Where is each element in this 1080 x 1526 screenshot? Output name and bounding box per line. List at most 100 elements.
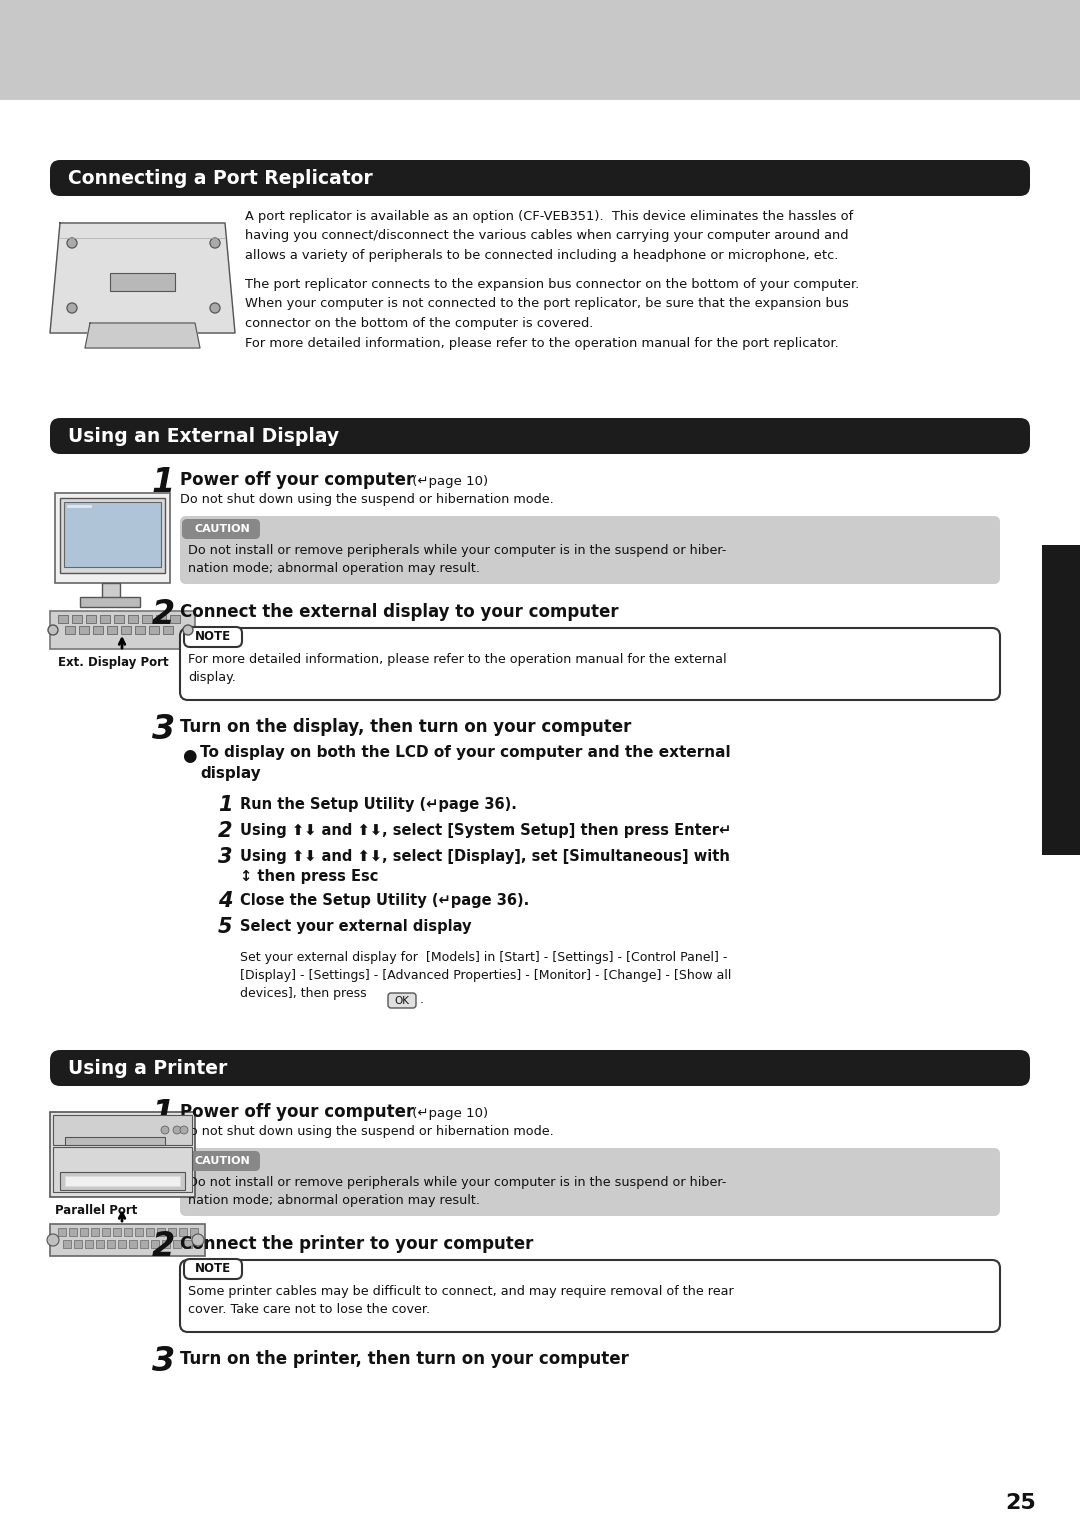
Text: Do not install or remove peripherals while your computer is in the suspend or hi: Do not install or remove peripherals whi…: [188, 543, 727, 575]
Bar: [55, 493, 170, 583]
FancyBboxPatch shape: [50, 1050, 1030, 1087]
Text: OK: OK: [394, 995, 409, 1006]
Text: CAUTION: CAUTION: [194, 523, 249, 534]
Bar: [50, 610, 195, 649]
Bar: [100, 615, 110, 623]
Text: CAUTION: CAUTION: [194, 1157, 249, 1166]
Bar: [184, 1241, 192, 1248]
Text: Set your external display for  [Models] in [Start] - [Settings] - [Control Panel: Set your external display for [Models] i…: [240, 951, 731, 1000]
Bar: [64, 502, 161, 568]
Text: ●: ●: [183, 748, 197, 765]
Circle shape: [48, 626, 58, 635]
Bar: [102, 1228, 110, 1236]
Text: (↵page 10): (↵page 10): [408, 475, 488, 488]
Text: .: .: [420, 993, 424, 1006]
Text: Select your external display: Select your external display: [240, 919, 472, 934]
Bar: [124, 1228, 132, 1236]
Bar: [53, 1116, 192, 1144]
FancyBboxPatch shape: [184, 1259, 242, 1279]
Bar: [129, 615, 138, 623]
Bar: [65, 626, 75, 633]
Text: The port replicator connects to the expansion bus connector on the bottom of you: The port replicator connects to the expa…: [245, 278, 860, 349]
Bar: [163, 626, 173, 633]
Bar: [63, 1241, 71, 1248]
Circle shape: [183, 626, 193, 635]
Text: Power off your computer: Power off your computer: [180, 1103, 415, 1122]
Text: 4: 4: [218, 891, 232, 911]
Text: 2: 2: [152, 1230, 175, 1264]
Text: Ext. Display Port: Ext. Display Port: [58, 656, 168, 668]
Text: For more detailed information, please refer to the operation manual for the exte: For more detailed information, please re…: [188, 653, 727, 684]
Text: Close the Setup Utility (↵page 36).: Close the Setup Utility (↵page 36).: [240, 893, 529, 908]
Text: Power off your computer: Power off your computer: [180, 472, 415, 488]
Text: Using an External Display: Using an External Display: [68, 426, 339, 446]
Text: Connect the external display to your computer: Connect the external display to your com…: [180, 603, 619, 621]
Bar: [80, 1228, 87, 1236]
Text: 1: 1: [152, 465, 175, 499]
Bar: [170, 615, 180, 623]
Text: A port replicator is available as an option (CF-VEB351).  This device eliminates: A port replicator is available as an opt…: [245, 211, 853, 262]
FancyBboxPatch shape: [180, 1260, 1000, 1332]
Bar: [65, 1137, 165, 1144]
FancyBboxPatch shape: [180, 516, 1000, 584]
Bar: [157, 1228, 165, 1236]
Bar: [91, 1228, 99, 1236]
Bar: [110, 273, 175, 291]
Circle shape: [48, 1235, 59, 1247]
Text: Parallel Port: Parallel Port: [55, 1204, 137, 1218]
Bar: [96, 1241, 104, 1248]
Circle shape: [210, 238, 220, 249]
Bar: [93, 626, 103, 633]
Circle shape: [173, 1126, 181, 1134]
FancyBboxPatch shape: [50, 418, 1030, 455]
Bar: [107, 1241, 114, 1248]
Bar: [60, 497, 165, 572]
Text: 2: 2: [152, 598, 175, 630]
Bar: [156, 615, 166, 623]
Bar: [80, 597, 140, 607]
Circle shape: [67, 304, 77, 313]
Bar: [53, 1148, 192, 1192]
FancyBboxPatch shape: [183, 1151, 260, 1170]
FancyBboxPatch shape: [180, 629, 1000, 700]
Bar: [135, 626, 145, 633]
FancyBboxPatch shape: [184, 627, 242, 647]
Text: Run the Setup Utility (↵page 36).: Run the Setup Utility (↵page 36).: [240, 797, 517, 812]
Text: 1: 1: [218, 795, 232, 815]
Bar: [141, 615, 152, 623]
Text: 25: 25: [1005, 1492, 1036, 1512]
FancyBboxPatch shape: [183, 519, 260, 539]
Bar: [58, 1228, 66, 1236]
Bar: [58, 615, 68, 623]
Bar: [75, 1241, 82, 1248]
Bar: [149, 626, 159, 633]
Text: To display on both the LCD of your computer and the external: To display on both the LCD of your compu…: [200, 745, 731, 760]
Bar: [135, 1228, 143, 1236]
FancyBboxPatch shape: [50, 160, 1030, 195]
Text: Do not install or remove peripherals while your computer is in the suspend or hi: Do not install or remove peripherals whi…: [188, 1177, 727, 1207]
Text: 5: 5: [218, 917, 232, 937]
Bar: [102, 583, 120, 598]
Bar: [121, 626, 131, 633]
Circle shape: [67, 238, 77, 249]
Text: Do not shut down using the suspend or hibernation mode.: Do not shut down using the suspend or hi…: [180, 493, 554, 507]
Text: NOTE: NOTE: [194, 630, 231, 644]
Bar: [118, 1241, 126, 1248]
Text: Connecting a Port Replicator: Connecting a Port Replicator: [68, 168, 373, 188]
Text: 3: 3: [218, 847, 232, 867]
Bar: [50, 1112, 195, 1196]
Bar: [107, 626, 117, 633]
Circle shape: [210, 304, 220, 313]
Circle shape: [161, 1126, 168, 1134]
Bar: [50, 1224, 205, 1256]
Bar: [113, 1228, 121, 1236]
Text: Turn on the display, then turn on your computer: Turn on the display, then turn on your c…: [180, 719, 632, 736]
Bar: [168, 1228, 176, 1236]
Text: Turn on the printer, then turn on your computer: Turn on the printer, then turn on your c…: [180, 1351, 629, 1367]
Bar: [190, 1228, 198, 1236]
Text: Connect the printer to your computer: Connect the printer to your computer: [180, 1235, 534, 1253]
Polygon shape: [85, 324, 200, 348]
Bar: [140, 1241, 148, 1248]
Text: (↵page 10): (↵page 10): [408, 1106, 488, 1120]
Text: 2: 2: [218, 821, 232, 841]
